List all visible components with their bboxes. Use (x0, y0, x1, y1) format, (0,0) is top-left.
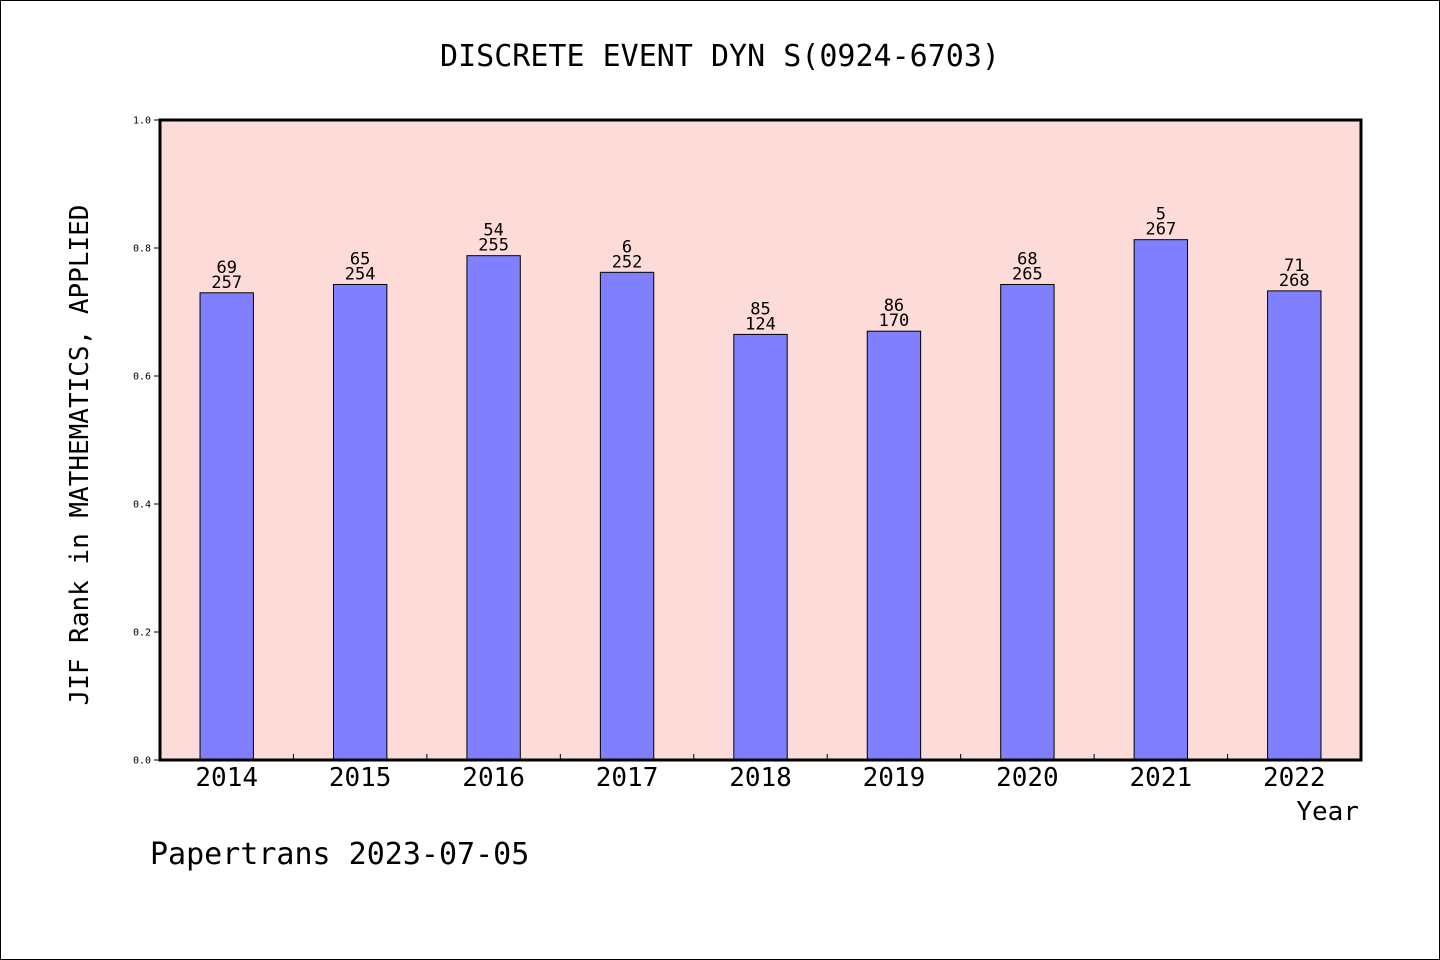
y-axis: 0.0 0.2 0.4 0.6 0.8 1.0 (133, 116, 160, 767)
bar-total-label: 252 (612, 252, 643, 272)
x-tick-label: 2021 (1130, 763, 1193, 793)
chart-title: DISCRETE EVENT DYN S(0924-6703) (440, 39, 1000, 74)
x-tick-label: 2019 (863, 763, 926, 793)
y-tick-label: 0.4 (133, 500, 151, 511)
bar-rank-label: 71 (1284, 256, 1304, 276)
x-tick-label: 2022 (1263, 763, 1326, 793)
y-tick-label: 0.2 (133, 628, 151, 639)
bar-rank-label: 5 (1156, 205, 1166, 225)
bar (332, 283, 388, 761)
bar-total-label: 124 (745, 314, 776, 334)
bar-total-label: 265 (1012, 264, 1043, 284)
bar-total-label: 170 (879, 311, 910, 331)
bar-rank-label: 85 (750, 299, 770, 319)
bar-rank-label: 65 (350, 249, 370, 269)
x-tick-label: 2014 (195, 763, 258, 793)
bar (1000, 283, 1055, 761)
y-tick-label: 1.0 (133, 116, 151, 127)
y-tick-label: 0.8 (133, 244, 151, 255)
plot-border (158, 118, 1363, 762)
x-tick-label: 2020 (996, 763, 1059, 793)
bar-rank-label: 6 (622, 237, 632, 257)
y-axis-label: JIF Rank in MATHEMATICS, APPLIED (65, 205, 95, 706)
bar-rank-label: 54 (483, 221, 503, 241)
bar-rank-label: 86 (884, 296, 904, 316)
x-tick-label: 2018 (729, 763, 792, 793)
bar (466, 255, 521, 761)
x-axis: 2014 2015 2016 2017 2018 2019 2020 2021 2022 (195, 754, 1326, 793)
bar-total-label: 254 (345, 264, 376, 284)
bar-rank-label: 68 (1017, 249, 1037, 269)
x-axis-label: Year (1296, 797, 1359, 827)
bar (1267, 290, 1322, 761)
bar (199, 292, 254, 761)
bar-total-label: 267 (1145, 220, 1176, 240)
bar-total-label: 268 (1279, 271, 1310, 291)
x-tick-label: 2015 (329, 763, 392, 793)
x-tick-label: 2017 (596, 763, 659, 793)
bar (599, 271, 655, 761)
y-tick-label: 0.0 (133, 756, 151, 767)
bar-rank-label: 69 (216, 258, 236, 278)
bar (1133, 239, 1189, 761)
footer-text: Papertrans 2023-07-05 (150, 837, 529, 872)
bar-total-label: 255 (478, 236, 509, 256)
bar (866, 330, 922, 761)
x-tick-label: 2016 (462, 763, 525, 793)
bar-total-label: 257 (211, 273, 242, 293)
y-tick-label: 0.6 (133, 372, 151, 383)
bar (733, 333, 788, 761)
